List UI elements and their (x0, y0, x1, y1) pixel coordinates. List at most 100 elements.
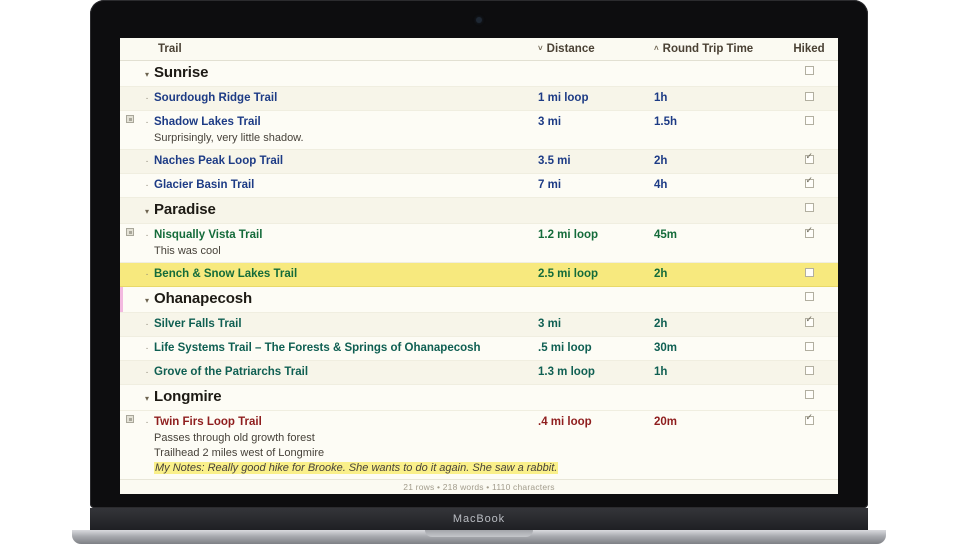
trail-title[interactable]: Glacier Basin Trail (154, 179, 255, 191)
hiked-checkbox[interactable] (804, 203, 814, 212)
trail-title[interactable]: Naches Peak Loop Trail (154, 155, 284, 167)
sort-ascending-icon: ˄ (654, 44, 659, 53)
cell-distance[interactable]: 7 mi (538, 179, 562, 191)
group-title[interactable]: Ohanapecosh (154, 290, 253, 307)
hiked-checkbox[interactable] (804, 390, 814, 399)
group-row[interactable]: ▾ Sunrise (120, 61, 838, 87)
cell-round-trip-time[interactable] (654, 287, 780, 290)
cell-round-trip-time[interactable]: 1h (654, 366, 668, 378)
group-row[interactable]: ▾ Paradise (120, 198, 838, 224)
highlighted-note-text: My Notes: Really good hike for Brooke. S… (154, 462, 559, 474)
cell-round-trip-time[interactable] (654, 61, 780, 64)
group-title[interactable]: Longmire (154, 388, 222, 405)
table-row[interactable]: · Shadow Lakes Trail Surprisingly, very li… (120, 111, 838, 150)
cell-hiked (780, 263, 838, 277)
hiked-checkbox[interactable] (804, 366, 814, 375)
cell-distance[interactable] (538, 61, 654, 64)
hiked-checkbox[interactable] (804, 342, 814, 351)
cell-hiked (780, 313, 838, 327)
bullet-icon: · (145, 367, 149, 378)
hiked-checkbox-checked[interactable] (804, 152, 814, 164)
cell-distance[interactable] (538, 287, 654, 290)
disclosure-triangle-icon[interactable]: ▾ (144, 394, 149, 403)
hiked-checkbox-checked[interactable] (804, 315, 814, 327)
table-row[interactable]: · Grove of the Patriarchs Trail 1.3 m loop… (120, 361, 838, 385)
group-title[interactable]: Paradise (154, 201, 216, 218)
hiked-checkbox-checked[interactable] (804, 413, 814, 425)
trail-title[interactable]: Sourdough Ridge Trail (154, 92, 278, 104)
hiked-checkbox[interactable] (804, 268, 814, 277)
trail-title[interactable]: Shadow Lakes Trail (154, 116, 261, 128)
row-gutter (120, 150, 140, 154)
hiked-checkbox[interactable] (804, 92, 814, 101)
table-row[interactable]: · Bench & Snow Lakes Trail 2.5 mi loop 2h (120, 263, 838, 287)
cell-round-trip-time[interactable]: 1.5h (654, 116, 678, 128)
cell-distance[interactable]: 1.3 m loop (538, 366, 595, 378)
note-line[interactable]: My Notes: Really good hike for Brooke. S… (154, 461, 559, 476)
disclosure-triangle-icon[interactable]: ▾ (144, 70, 149, 79)
cell-distance[interactable] (538, 198, 654, 201)
note-line[interactable]: This was cool (154, 245, 221, 257)
cell-round-trip-time[interactable]: 30m (654, 342, 678, 354)
note-badge-icon[interactable] (126, 115, 134, 123)
cell-distance[interactable] (538, 385, 654, 388)
note-line[interactable]: Surprisingly, very little shadow. (154, 132, 304, 144)
column-header-round-trip-time[interactable]: ˄ Round Trip Time (654, 43, 780, 55)
table-row[interactable]: · Sourdough Ridge Trail 1 mi loop 1h (120, 87, 838, 111)
table-row[interactable]: · Glacier Basin Trail 7 mi 4h (120, 174, 838, 198)
cell-distance[interactable]: 1.2 mi loop (538, 229, 599, 241)
hiked-checkbox[interactable] (804, 66, 814, 75)
cell-round-trip-time[interactable]: 20m (654, 416, 678, 428)
cell-distance[interactable]: 3 mi (538, 116, 562, 128)
column-header-distance[interactable]: ˅ Distance (538, 43, 654, 55)
group-row[interactable]: ▾ Ohanapecosh (120, 287, 838, 313)
trail-title[interactable]: Twin Firs Loop Trail (154, 416, 262, 428)
table-row[interactable]: · Nisqually Vista Trail This was cool 1.2 m… (120, 224, 838, 263)
hiked-checkbox[interactable] (804, 116, 814, 125)
cell-round-trip-time[interactable] (654, 385, 780, 388)
note-line[interactable]: Trailhead 2 miles west of Longmire (154, 447, 325, 459)
group-title[interactable]: Sunrise (154, 64, 209, 81)
column-header-hiked[interactable]: Hiked (793, 43, 825, 55)
column-header-trail[interactable]: Trail (158, 43, 182, 55)
cell-distance[interactable]: 1 mi loop (538, 92, 589, 104)
cell-distance[interactable]: .4 mi loop (538, 416, 592, 428)
table-row[interactable]: · Life Systems Trail – The Forests & Spri… (120, 337, 838, 361)
trail-title[interactable]: Silver Falls Trail (154, 318, 242, 330)
table-row[interactable]: · Naches Peak Loop Trail 3.5 mi 2h (120, 150, 838, 174)
cell-round-trip-time[interactable]: 4h (654, 179, 668, 191)
note-badge-icon[interactable] (126, 415, 134, 423)
hiked-checkbox-checked[interactable] (804, 176, 814, 188)
trail-title[interactable]: Nisqually Vista Trail (154, 229, 263, 241)
cell-round-trip-time[interactable]: 2h (654, 268, 668, 280)
group-row[interactable]: ▾ Longmire (120, 385, 838, 411)
laptop-bottom-bezel: MacBook (90, 508, 868, 530)
cell-trail: · Grove of the Patriarchs Trail (140, 361, 538, 384)
cell-round-trip-time[interactable]: 2h (654, 318, 668, 330)
trail-title[interactable]: Bench & Snow Lakes Trail (154, 268, 298, 280)
trail-title[interactable]: Grove of the Patriarchs Trail (154, 366, 309, 378)
disclosure-triangle-icon[interactable]: ▾ (144, 296, 149, 305)
cell-round-trip-time[interactable]: 1h (654, 92, 668, 104)
cell-distance[interactable]: 2.5 mi loop (538, 268, 599, 280)
disclosure-triangle-icon[interactable]: ▾ (144, 207, 149, 216)
cell-round-trip-time[interactable] (654, 198, 780, 201)
note-badge-icon[interactable] (126, 228, 134, 236)
cell-hiked (780, 111, 838, 125)
trail-title[interactable]: Life Systems Trail – The Forests & Sprin… (154, 342, 481, 354)
cell-distance[interactable]: 3 mi (538, 318, 562, 330)
laptop-base (72, 530, 886, 544)
cell-hiked (780, 61, 838, 75)
cell-hiked (780, 361, 838, 375)
table-row[interactable]: · Twin Firs Loop Trail Passes through old … (120, 411, 838, 480)
cell-hiked (780, 87, 838, 101)
cell-distance[interactable]: .5 mi loop (538, 342, 592, 354)
note-line[interactable]: Passes through old growth forest (154, 432, 315, 444)
hiked-checkbox[interactable] (804, 292, 814, 301)
row-gutter (120, 385, 140, 389)
cell-round-trip-time[interactable]: 2h (654, 155, 668, 167)
hiked-checkbox-checked[interactable] (804, 226, 814, 238)
cell-round-trip-time[interactable]: 45m (654, 229, 678, 241)
cell-distance[interactable]: 3.5 mi (538, 155, 571, 167)
table-row[interactable]: · Silver Falls Trail 3 mi 2h (120, 313, 838, 337)
